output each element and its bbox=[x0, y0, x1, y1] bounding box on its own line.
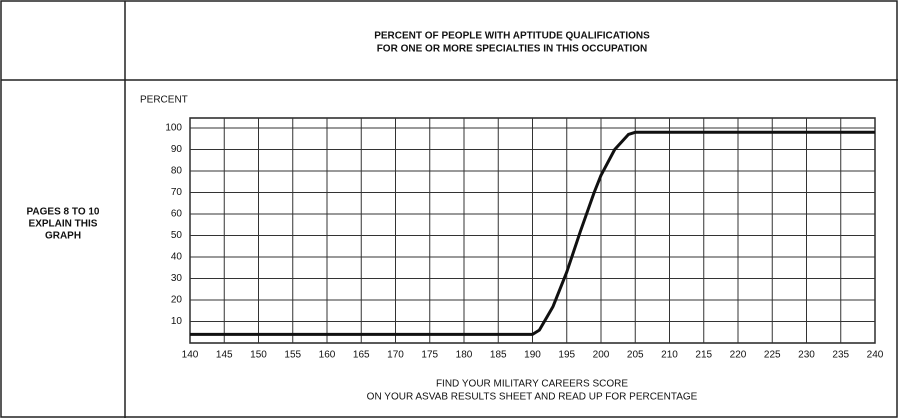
x-tick-label: 175 bbox=[421, 350, 438, 361]
x-tick-label: 205 bbox=[627, 350, 644, 361]
x-tick-label: 170 bbox=[387, 350, 404, 361]
x-tick-label: 150 bbox=[250, 350, 267, 361]
y-tick-label: 60 bbox=[171, 209, 183, 220]
x-tick-label: 185 bbox=[490, 350, 507, 361]
side-note: PAGES 8 TO 10 bbox=[27, 207, 100, 218]
x-tick-label: 235 bbox=[832, 350, 849, 361]
x-tick-label: 210 bbox=[661, 350, 678, 361]
y-tick-label: 20 bbox=[171, 295, 183, 306]
x-tick-label: 160 bbox=[319, 350, 336, 361]
x-tick-label: 215 bbox=[695, 350, 712, 361]
side-note: GRAPH bbox=[45, 231, 81, 242]
x-tick-label: 225 bbox=[764, 350, 781, 361]
y-axis-label: PERCENT bbox=[140, 95, 188, 106]
x-tick-label: 190 bbox=[524, 350, 541, 361]
x-axis-label: ON YOUR ASVAB RESULTS SHEET AND READ UP … bbox=[367, 392, 698, 403]
y-tick-label: 50 bbox=[171, 230, 183, 241]
title-line: PERCENT OF PEOPLE WITH APTITUDE QUALIFIC… bbox=[374, 31, 650, 42]
x-tick-label: 220 bbox=[730, 350, 747, 361]
y-tick-label: 30 bbox=[171, 273, 183, 284]
title-line: FOR ONE OR MORE SPECIALTIES IN THIS OCCU… bbox=[377, 44, 648, 55]
y-tick-label: 10 bbox=[171, 316, 183, 327]
x-tick-label: 155 bbox=[284, 350, 301, 361]
x-tick-label: 200 bbox=[593, 350, 610, 361]
y-tick-label: 70 bbox=[171, 187, 183, 198]
x-tick-label: 165 bbox=[353, 350, 370, 361]
x-tick-label: 180 bbox=[456, 350, 473, 361]
data-line bbox=[190, 130, 875, 336]
y-tick-label: 100 bbox=[165, 123, 182, 134]
x-tick-label: 145 bbox=[216, 350, 233, 361]
x-tick-label: 140 bbox=[182, 350, 199, 361]
y-tick-label: 40 bbox=[171, 252, 183, 263]
x-tick-label: 230 bbox=[798, 350, 815, 361]
x-tick-label: 195 bbox=[558, 350, 575, 361]
x-axis-label: FIND YOUR MILITARY CAREERS SCORE bbox=[436, 379, 628, 390]
side-note: EXPLAIN THIS bbox=[29, 219, 98, 230]
y-tick-label: 80 bbox=[171, 166, 183, 177]
y-tick-label: 90 bbox=[171, 144, 183, 155]
x-tick-label: 240 bbox=[867, 350, 884, 361]
